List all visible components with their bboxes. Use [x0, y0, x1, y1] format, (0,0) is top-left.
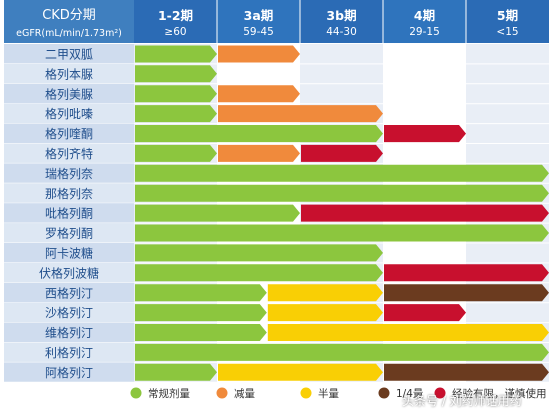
bar-normal: [135, 363, 217, 381]
bar-normal: [135, 343, 549, 361]
stage-range-0: ≥60: [164, 26, 186, 38]
drug-label-cell: [4, 322, 134, 343]
bar-normal: [135, 304, 267, 322]
stage-header-3: [383, 0, 466, 43]
drug-label-cell: [4, 63, 134, 84]
legend-label-caution: 经验有限，谨慎使用: [452, 387, 547, 400]
header-corner: [4, 0, 134, 43]
drug-label-cell: [4, 282, 134, 303]
stage-name-2: 3b期: [326, 8, 356, 23]
bar-quarter: [384, 363, 549, 381]
drug-name: 格列本脲: [45, 66, 93, 81]
bar-normal: [135, 184, 549, 202]
bar-normal: [135, 284, 267, 302]
bar-normal: [135, 45, 217, 63]
drug-name: 阿格列汀: [45, 365, 93, 380]
drug-label-cell: [4, 362, 134, 383]
bar-normal: [135, 144, 217, 162]
bar-normal: [135, 105, 217, 123]
bar-caution: [301, 204, 549, 222]
drug-name: 那格列奈: [45, 186, 93, 201]
stage-header-1: [217, 0, 300, 43]
drug-name: 西格列汀: [45, 285, 93, 300]
bar-caution: [384, 264, 549, 282]
bar-normal: [135, 264, 383, 282]
stage-range-2: 44-30: [326, 26, 357, 38]
drug-label-cell: [4, 243, 134, 263]
drug-name: 吡格列酮: [45, 206, 93, 221]
drug-label-cell: [4, 103, 134, 124]
drug-label-cell: [4, 83, 134, 104]
drug-name: 伏格列波糖: [39, 265, 99, 280]
drug-name: 格列齐特: [45, 146, 93, 161]
bar-caution: [384, 125, 466, 143]
bar-reduce: [218, 105, 383, 123]
bar-half: [218, 363, 383, 381]
bar-quarter: [384, 284, 549, 302]
drug-name: 格列吡嗪: [45, 106, 93, 121]
watermark: 头条号 / 刘药师话用药: [402, 394, 522, 408]
drug-name: 维格列汀: [45, 325, 93, 340]
stage-range-4: <15: [496, 26, 518, 38]
drug-label-cell: [4, 223, 134, 243]
bar-reduce: [218, 45, 300, 63]
drug-name: 沙格列汀: [45, 305, 93, 320]
bar-normal: [135, 204, 300, 222]
bar-reduce: [218, 144, 300, 162]
drug-name: 格列喹酮: [45, 126, 93, 141]
drug-label-cell: [4, 143, 134, 164]
stage-header-0: [134, 0, 217, 43]
legend-label-reduce: 减量: [234, 388, 255, 400]
legend-swatch-half: [300, 387, 312, 399]
stage-name-0: 1-2期: [158, 8, 193, 23]
drug-name: 阿卡波糖: [45, 245, 93, 260]
bar-normal: [135, 125, 383, 143]
stage-name-3: 4期: [414, 8, 435, 23]
drug-name: 瑞格列奈: [45, 166, 93, 181]
drug-label-cell: [4, 262, 134, 283]
legend-swatch-reduce: [216, 387, 228, 399]
stage-name-1: 3a期: [244, 8, 274, 23]
bar-caution: [384, 304, 466, 322]
stage-range-3: 29-15: [409, 26, 440, 38]
legend-label-quarter: 1/4量: [396, 388, 424, 400]
bar-half: [267, 304, 383, 322]
bar-normal: [135, 324, 267, 341]
bar-normal: [135, 65, 217, 83]
drug-name: 格列美脲: [45, 86, 93, 101]
bar-normal: [135, 85, 217, 103]
stage-name-4: 5期: [497, 8, 518, 23]
bar-normal: [135, 224, 549, 242]
drug-name: 二甲双胍: [45, 46, 93, 61]
legend-label-normal: 常规剂量: [148, 387, 190, 400]
drug-label-cell: [4, 183, 134, 204]
legend-swatch-caution: [434, 387, 446, 399]
stage-range-1: 59-45: [243, 26, 274, 38]
drug-name: 利格列汀: [45, 345, 93, 360]
drug-name: 罗格列酮: [45, 226, 93, 241]
header-corner-title: CKD分期: [42, 8, 96, 23]
bar-reduce: [218, 85, 300, 103]
bar-half: [267, 284, 383, 302]
drug-label-cell: [4, 302, 134, 323]
bar-caution: [301, 144, 383, 162]
drug-label-cell: [4, 342, 134, 363]
stage-header-4: [466, 0, 549, 43]
legend-label-half: 半量: [318, 387, 339, 400]
header-corner-subtitle: eGFR(mL/min/1.73m²): [16, 28, 122, 39]
legend-swatch-quarter: [378, 387, 390, 399]
legend-swatch-normal: [130, 387, 142, 399]
bar-half: [267, 324, 549, 341]
drug-label-cell: [4, 44, 134, 64]
stage-header-2: [300, 0, 383, 43]
drug-label-cell: [4, 203, 134, 224]
drug-label-cell: [4, 123, 134, 144]
bar-normal: [135, 164, 549, 182]
bar-normal: [135, 244, 383, 262]
drug-label-cell: [4, 163, 134, 184]
